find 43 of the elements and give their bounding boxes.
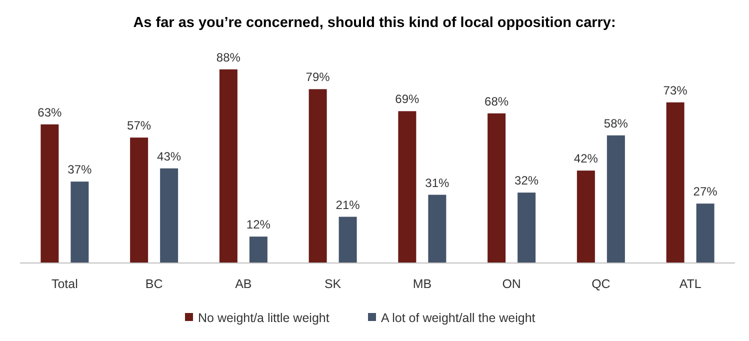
bar bbox=[576, 170, 595, 263]
bar bbox=[130, 138, 148, 263]
data-label: 63% bbox=[38, 105, 62, 120]
data-label: 42% bbox=[574, 152, 598, 166]
x-tick-label: MB bbox=[412, 277, 432, 291]
bar bbox=[338, 216, 357, 263]
x-tick-label: QC bbox=[592, 277, 610, 291]
data-label: 12% bbox=[246, 218, 271, 232]
data-label: 58% bbox=[604, 116, 628, 130]
x-tick-label: ON bbox=[502, 277, 521, 291]
bar bbox=[398, 111, 416, 263]
bar bbox=[606, 135, 625, 263]
bar bbox=[249, 236, 268, 263]
data-label: 31% bbox=[425, 176, 450, 190]
bar bbox=[40, 124, 59, 263]
bar bbox=[219, 69, 238, 263]
x-tick-label: SK bbox=[324, 277, 342, 291]
legend-label: A lot of weight/all the weight bbox=[381, 311, 536, 325]
data-label: 79% bbox=[306, 70, 330, 84]
x-tick-label: ATL bbox=[679, 277, 702, 291]
bar bbox=[428, 194, 446, 263]
x-tick-label: BC bbox=[145, 277, 163, 291]
data-label: 68% bbox=[484, 94, 509, 108]
bar bbox=[70, 182, 89, 263]
data-label: 73% bbox=[663, 83, 688, 98]
x-tick-label: AB bbox=[235, 277, 252, 291]
legend-label: No weight/a little weight bbox=[198, 311, 330, 325]
data-label: 32% bbox=[514, 174, 539, 188]
data-label: 37% bbox=[68, 162, 92, 177]
chart-title: As far as you’re concerned, should this kind of local opposition carry: bbox=[133, 15, 616, 31]
bar bbox=[518, 192, 536, 263]
x-tick-label: Total bbox=[51, 277, 78, 291]
data-label: 27% bbox=[693, 184, 718, 199]
data-label: 69% bbox=[395, 92, 420, 106]
data-label: 43% bbox=[157, 149, 182, 164]
bar bbox=[160, 168, 178, 263]
bar bbox=[488, 113, 506, 263]
data-label: 88% bbox=[216, 50, 241, 64]
bar bbox=[308, 89, 327, 263]
bar bbox=[696, 204, 714, 263]
bar bbox=[666, 102, 684, 263]
data-label: 57% bbox=[127, 118, 152, 133]
data-label: 21% bbox=[336, 198, 360, 212]
